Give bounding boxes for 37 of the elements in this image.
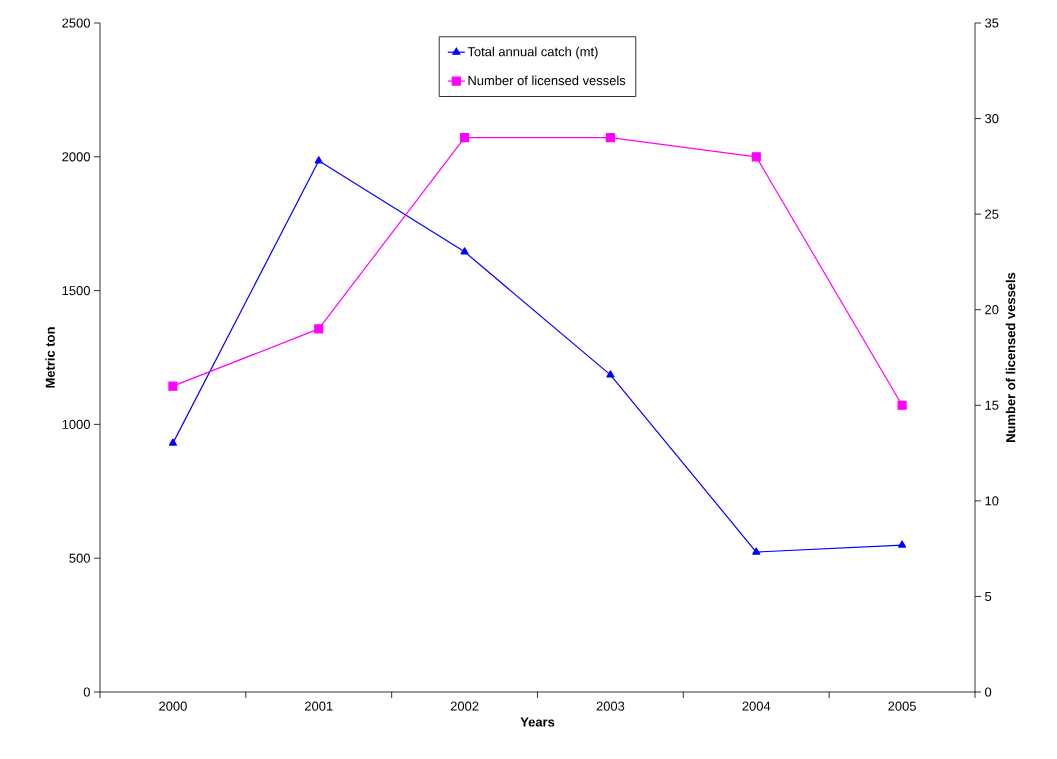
y2-tick-label: 10 <box>985 496 999 506</box>
y2-tick-label: 20 <box>985 305 999 315</box>
y2-tick-label: 5 <box>985 591 992 601</box>
y-tick-label: 1000 <box>62 419 90 429</box>
x-tick-label: 2000 <box>159 701 187 711</box>
point <box>168 381 178 391</box>
y-axis-title: Metric ton <box>45 327 55 388</box>
y2-tick-label: 15 <box>985 400 999 410</box>
point <box>606 370 615 378</box>
x-tick-label: 2004 <box>742 701 771 711</box>
legend-label: Number of licensed vessels <box>468 75 626 86</box>
point <box>168 438 177 446</box>
point <box>752 547 761 555</box>
y2-tick-label: 30 <box>985 113 999 124</box>
x-tick-label: 2001 <box>305 701 333 711</box>
y-tick-label: 500 <box>69 553 90 563</box>
y-tick-label: 0 <box>83 687 90 697</box>
point <box>751 152 761 162</box>
point <box>314 324 324 334</box>
y2-axis-title: Number of licensed vessels <box>1005 272 1016 442</box>
point <box>897 400 907 410</box>
point <box>460 133 470 143</box>
x-axis-title: Years <box>520 717 555 727</box>
point <box>605 133 616 143</box>
x-tick-label: 2005 <box>888 701 916 711</box>
y2-tick-label: 35 <box>985 18 999 28</box>
x-tick-label: 2003 <box>596 701 625 711</box>
point <box>898 540 907 548</box>
x-tick-label: 2002 <box>450 701 479 711</box>
point <box>314 156 323 164</box>
point <box>460 247 469 255</box>
y-tick-label: 2500 <box>62 18 90 28</box>
y2-tick-label: 25 <box>985 209 999 219</box>
y2-tick-label: 0 <box>985 687 992 697</box>
legend-label: Total annual catch (mt) <box>467 46 598 59</box>
y-tick-label: 1500 <box>62 286 90 296</box>
y-tick-label: 2000 <box>62 152 90 162</box>
